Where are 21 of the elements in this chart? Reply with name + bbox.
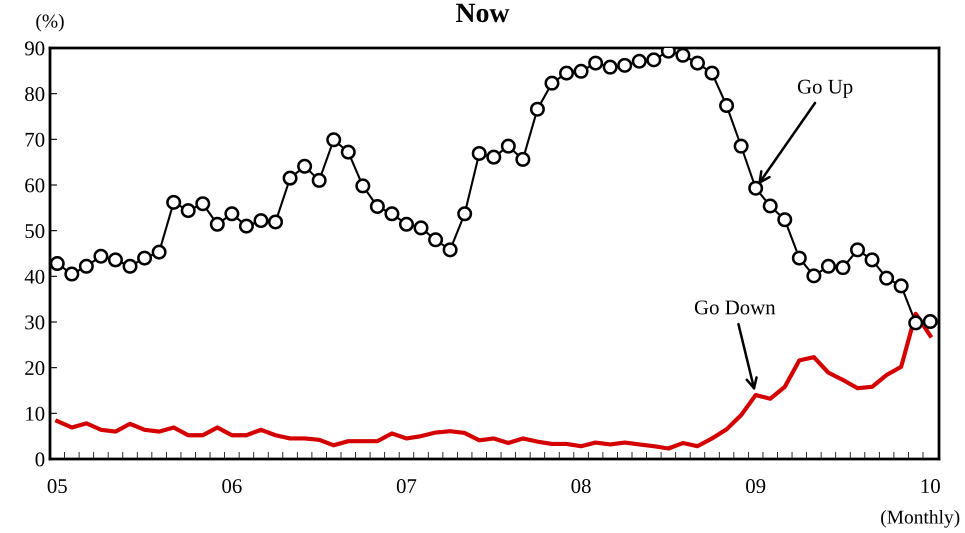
y-tick-label: 10 xyxy=(26,406,44,421)
y-tick-label: 20 xyxy=(25,361,44,376)
x-tick-label: 10 xyxy=(922,479,940,494)
x-axis-title: (Monthly) xyxy=(881,510,960,528)
x-tick-label: 08 xyxy=(571,479,591,494)
y-tick-label: 0 xyxy=(36,452,44,466)
x-tick-label: 07 xyxy=(396,479,416,494)
y-tick-label: 90 xyxy=(24,41,44,56)
x-tick-label: 05 xyxy=(48,479,67,494)
y-tick-label: 70 xyxy=(26,132,44,147)
y-tick-label: 80 xyxy=(25,87,44,102)
annotation: Go Down xyxy=(694,300,776,314)
x-tick-label: 06 xyxy=(222,479,242,494)
y-tick-label: 50 xyxy=(26,224,44,238)
y-tick-label: 40 xyxy=(24,270,44,284)
chart-title: Now xyxy=(456,4,510,22)
y-axis-title: (%) xyxy=(36,14,64,32)
annotation: Go Up xyxy=(798,80,852,98)
y-tick-label: 60 xyxy=(25,178,44,192)
y-tick-label: 30 xyxy=(25,315,44,330)
x-tick-label: 09 xyxy=(746,479,766,494)
